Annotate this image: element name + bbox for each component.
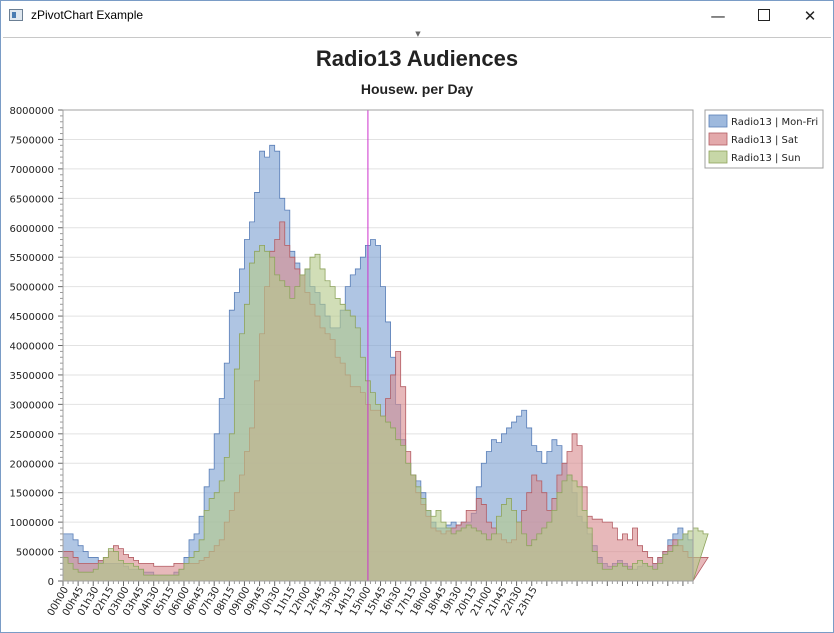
y-tick-label: 4500000 xyxy=(9,312,54,323)
chart-title: Radio13 Audiences xyxy=(316,46,518,71)
y-tick-label: 7500000 xyxy=(9,135,54,146)
maximize-icon xyxy=(758,9,770,21)
y-tick-label: 3000000 xyxy=(9,400,54,411)
minimize-button[interactable]: — xyxy=(695,1,741,31)
y-tick-label: 2500000 xyxy=(9,430,54,441)
y-tick-label: 8000000 xyxy=(9,106,54,117)
y-tick-label: 4000000 xyxy=(9,342,54,353)
y-tick-label: 0 xyxy=(48,577,54,588)
x-axis: 00h0000h4501h3002h1503h0003h4504h3005h15… xyxy=(46,581,694,618)
chart-container: Radio13 Audiences Housew. per Day 0 50000… xyxy=(3,37,831,631)
legend-label: Radio13 | Sat xyxy=(731,135,798,146)
y-tick-label: 3500000 xyxy=(9,371,54,382)
pivot-chart[interactable]: Radio13 Audiences Housew. per Day 0 50000… xyxy=(3,38,831,631)
y-tick-label: 2000000 xyxy=(9,459,54,470)
plot-frame xyxy=(62,109,694,582)
series-sun[interactable] xyxy=(62,245,709,582)
y-tick-label: 7000000 xyxy=(9,165,54,176)
close-icon: ✕ xyxy=(803,7,817,25)
window-title: zPivotChart Example xyxy=(31,8,144,22)
y-axis: 0 500000 1000000 1500000 2000000 2500000 30000… xyxy=(9,106,63,588)
app-window-icon xyxy=(9,9,23,21)
y-tick-label: 1500000 xyxy=(9,489,54,500)
y-tick-label: 5500000 xyxy=(9,253,54,264)
legend[interactable]: Radio13 | Mon-Fri Radio13 | Sat Radio13 | … xyxy=(704,109,824,169)
legend-label: Radio13 | Sun xyxy=(731,153,801,164)
title-bar[interactable]: zPivotChart Example — ✕ xyxy=(1,1,833,31)
legend-swatch xyxy=(708,150,728,164)
y-tick-label: 6000000 xyxy=(9,224,54,235)
minimize-icon: — xyxy=(710,7,726,25)
y-tick-label: 6500000 xyxy=(9,194,54,205)
legend-swatch xyxy=(708,114,728,128)
y-tick-label: 5000000 xyxy=(9,283,54,294)
y-tick-label: 500000 xyxy=(16,548,54,559)
maximize-button[interactable] xyxy=(741,1,787,31)
close-button[interactable]: ✕ xyxy=(787,1,833,31)
collapse-arrow-icon[interactable]: ▼ xyxy=(415,30,421,38)
series-layer xyxy=(62,144,709,582)
legend-swatch xyxy=(708,132,728,146)
legend-label: Radio13 | Mon-Fri xyxy=(731,117,818,128)
chart-subtitle: Housew. per Day xyxy=(361,81,474,97)
y-tick-label: 1000000 xyxy=(9,518,54,529)
